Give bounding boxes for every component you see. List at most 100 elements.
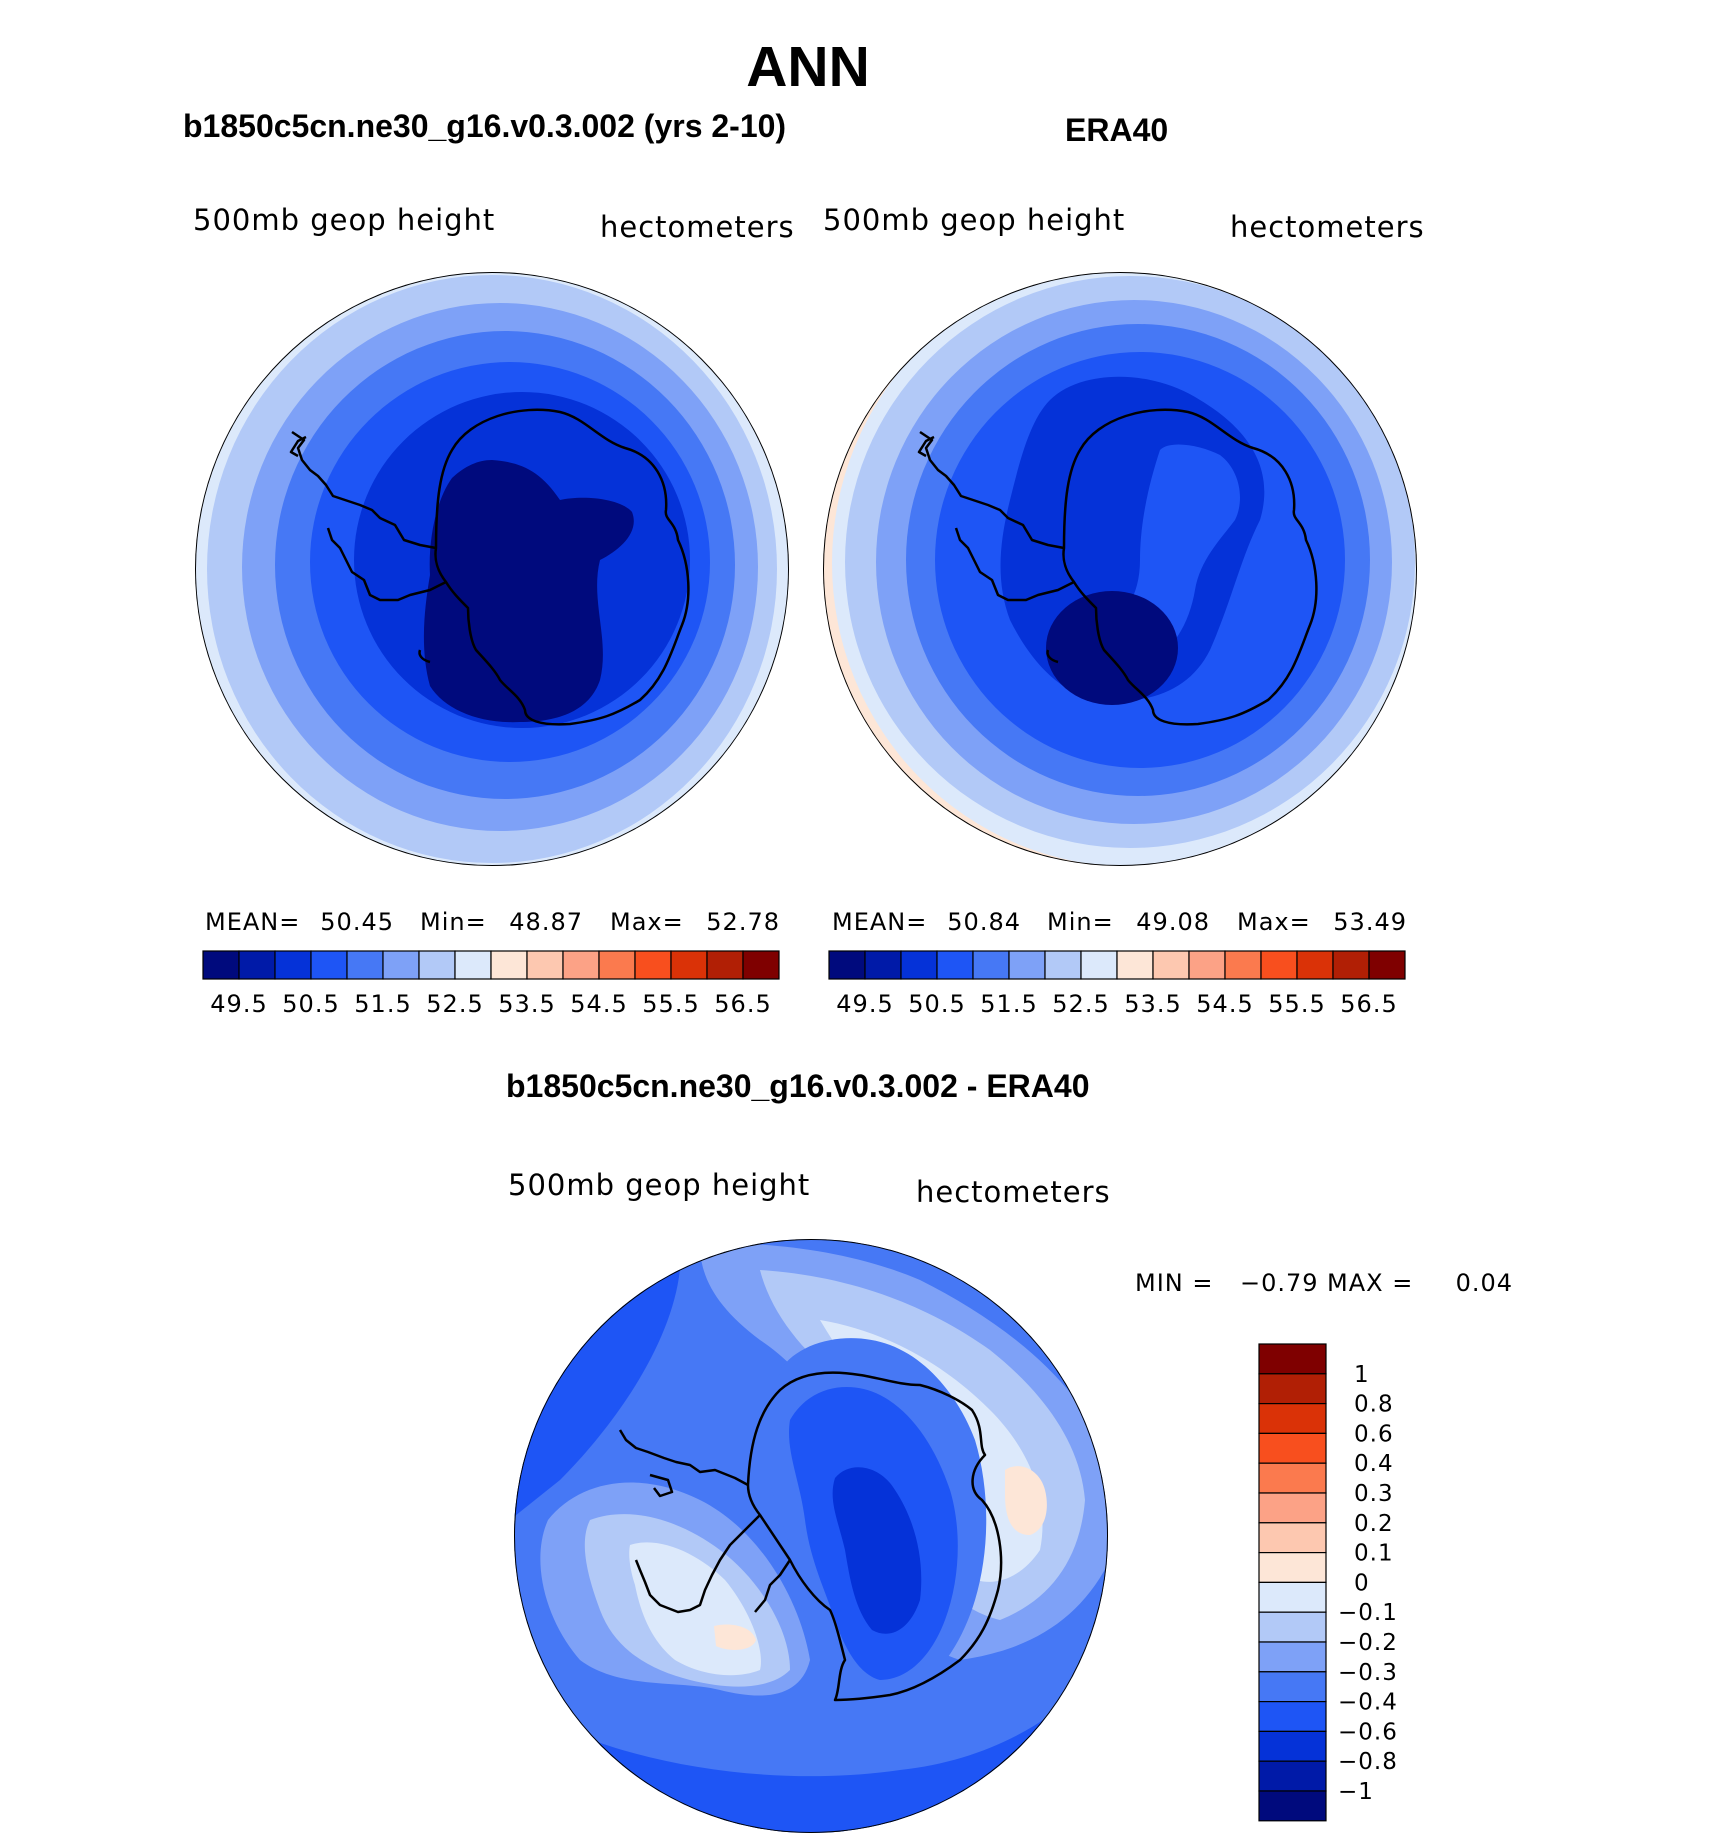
obs-colorbar: 49.5 50.5 51.5 52.5 53.5 54.5 55.5 56.5 bbox=[828, 950, 1406, 1018]
diff-colorbar-tick-label: 0.1 bbox=[1354, 1541, 1394, 1567]
obs-units-label: hectometers bbox=[1230, 210, 1425, 244]
obs-colorbar-box bbox=[1116, 950, 1154, 980]
diff-coastline bbox=[618, 1371, 1003, 1702]
diff-colorbar-box bbox=[1258, 1373, 1327, 1405]
model-min-value: 48.87 bbox=[509, 908, 583, 936]
model-colorbar-tick-label: 51.5 bbox=[354, 990, 411, 1018]
diff-panel-title: b1850c5cn.ne30_g16.v0.3.002 - ERA40 bbox=[506, 1068, 1090, 1104]
obs-colorbar-box bbox=[864, 950, 902, 980]
obs-colorbar-tick-label: 51.5 bbox=[980, 990, 1037, 1018]
model-stats: MEAN= 50.45 Min= 48.87 Max= 52.78 bbox=[205, 908, 780, 936]
obs-max-label: Max= bbox=[1237, 908, 1311, 936]
diff-colorbar-box bbox=[1258, 1432, 1327, 1464]
obs-min-label: Min= bbox=[1047, 908, 1114, 936]
obs-colorbar-box bbox=[1332, 950, 1370, 980]
model-mean-value: 50.45 bbox=[320, 908, 394, 936]
diff-colorbar-tick-label: 0.6 bbox=[1354, 1421, 1394, 1447]
diff-colorbar-tick-label: 0.3 bbox=[1354, 1481, 1394, 1507]
model-colorbar-box bbox=[238, 950, 276, 980]
diff-colorbar-box bbox=[1258, 1790, 1327, 1822]
model-mean-label: MEAN= bbox=[205, 908, 300, 936]
obs-colorbar-tick-label: 50.5 bbox=[908, 990, 965, 1018]
model-min-label: Min= bbox=[420, 908, 487, 936]
diff-colorbar-tick-label: 0.2 bbox=[1354, 1511, 1394, 1537]
model-colorbar-tick-label: 56.5 bbox=[714, 990, 771, 1018]
diff-colorbar-box bbox=[1258, 1700, 1327, 1732]
obs-colorbar-box bbox=[900, 950, 938, 980]
diff-colorbar-box bbox=[1258, 1760, 1327, 1792]
obs-colorbar-box bbox=[1188, 950, 1226, 980]
obs-panel-title: ERA40 bbox=[1065, 112, 1169, 148]
model-colorbar-box bbox=[634, 950, 672, 980]
obs-colorbar-box bbox=[828, 950, 866, 980]
model-colorbar-box bbox=[490, 950, 528, 980]
model-variable-label: 500mb geop height bbox=[193, 203, 495, 237]
obs-colorbar-box bbox=[936, 950, 974, 980]
model-colorbar-tick-label: 54.5 bbox=[570, 990, 627, 1018]
obs-colorbar-box bbox=[1296, 950, 1334, 980]
model-coastline bbox=[289, 408, 690, 726]
diff-colorbar-tick-label: 0.4 bbox=[1354, 1451, 1394, 1477]
obs-max-value: 53.49 bbox=[1333, 908, 1407, 936]
model-colorbar-box bbox=[382, 950, 420, 980]
diff-units-label: hectometers bbox=[916, 1175, 1111, 1209]
obs-min-value: 49.08 bbox=[1136, 908, 1210, 936]
model-colorbar-box bbox=[418, 950, 456, 980]
model-colorbar-box bbox=[202, 950, 240, 980]
diff-colorbar-box bbox=[1258, 1581, 1327, 1613]
diff-max-value: 0.04 bbox=[1456, 1269, 1513, 1297]
model-max-value: 52.78 bbox=[706, 908, 780, 936]
model-colorbar-box bbox=[742, 950, 780, 980]
obs-coastline bbox=[917, 408, 1318, 726]
obs-mean-value: 50.84 bbox=[947, 908, 1021, 936]
diff-colorbar-tick-label: 0 bbox=[1354, 1570, 1370, 1596]
obs-map bbox=[823, 272, 1417, 866]
diff-colorbar-tick-label: −0.2 bbox=[1338, 1630, 1398, 1656]
model-colorbar-tick-label: 52.5 bbox=[426, 990, 483, 1018]
diff-colorbar-box bbox=[1258, 1641, 1327, 1673]
diff-colorbar-box bbox=[1258, 1343, 1327, 1375]
obs-colorbar-box bbox=[1008, 950, 1046, 980]
model-max-label: Max= bbox=[610, 908, 684, 936]
model-colorbar-box bbox=[598, 950, 636, 980]
model-colorbar-box bbox=[310, 950, 348, 980]
diff-colorbar-tick-label: −0.1 bbox=[1338, 1600, 1398, 1626]
diff-colorbar-box bbox=[1258, 1522, 1327, 1554]
diff-colorbar-tick-label: −0.3 bbox=[1338, 1660, 1398, 1686]
obs-colorbar-box bbox=[1368, 950, 1406, 980]
diff-colorbar-box bbox=[1258, 1492, 1327, 1524]
diff-colorbar-box bbox=[1258, 1730, 1327, 1762]
diff-colorbar-tick-label: 0.8 bbox=[1354, 1392, 1394, 1418]
model-colorbar: 49.5 50.5 51.5 52.5 53.5 54.5 55.5 56.5 bbox=[202, 950, 780, 1018]
model-colorbar-box bbox=[670, 950, 708, 980]
model-colorbar-tick-label: 50.5 bbox=[282, 990, 339, 1018]
model-colorbar-box bbox=[706, 950, 744, 980]
diff-max-label: MAX = bbox=[1327, 1269, 1413, 1297]
diff-map bbox=[514, 1239, 1108, 1833]
diff-minmax: MIN = −0.79 MAX = 0.04 bbox=[1135, 1269, 1513, 1297]
obs-colorbar-box bbox=[1224, 950, 1262, 980]
model-colorbar-box bbox=[346, 950, 384, 980]
diff-colorbar-tick-label: −0.4 bbox=[1338, 1690, 1398, 1716]
model-units-label: hectometers bbox=[600, 210, 795, 244]
model-colorbar-box bbox=[526, 950, 564, 980]
obs-colorbar-box bbox=[972, 950, 1010, 980]
obs-colorbar-box bbox=[1260, 950, 1298, 980]
obs-colorbar-tick-label: 49.5 bbox=[836, 990, 893, 1018]
diff-colorbar-box bbox=[1258, 1462, 1327, 1494]
diff-colorbar-box bbox=[1258, 1402, 1327, 1434]
diff-min-label: MIN = bbox=[1135, 1269, 1213, 1297]
obs-colorbar-tick-label: 56.5 bbox=[1340, 990, 1397, 1018]
model-map bbox=[195, 272, 789, 866]
model-colorbar-tick-label: 49.5 bbox=[210, 990, 267, 1018]
diff-colorbar-box bbox=[1258, 1671, 1327, 1703]
obs-colorbar-tick-label: 53.5 bbox=[1124, 990, 1181, 1018]
figure-title: ANN bbox=[746, 35, 870, 99]
model-panel-title: b1850c5cn.ne30_g16.v0.3.002 (yrs 2-10) bbox=[183, 108, 787, 144]
obs-mean-label: MEAN= bbox=[832, 908, 927, 936]
diff-colorbar-tick-label: 1 bbox=[1354, 1362, 1370, 1388]
diff-colorbar-tick-label: −0.6 bbox=[1338, 1719, 1398, 1745]
obs-stats: MEAN= 50.84 Min= 49.08 Max= 53.49 bbox=[832, 908, 1407, 936]
obs-colorbar-box bbox=[1080, 950, 1118, 980]
